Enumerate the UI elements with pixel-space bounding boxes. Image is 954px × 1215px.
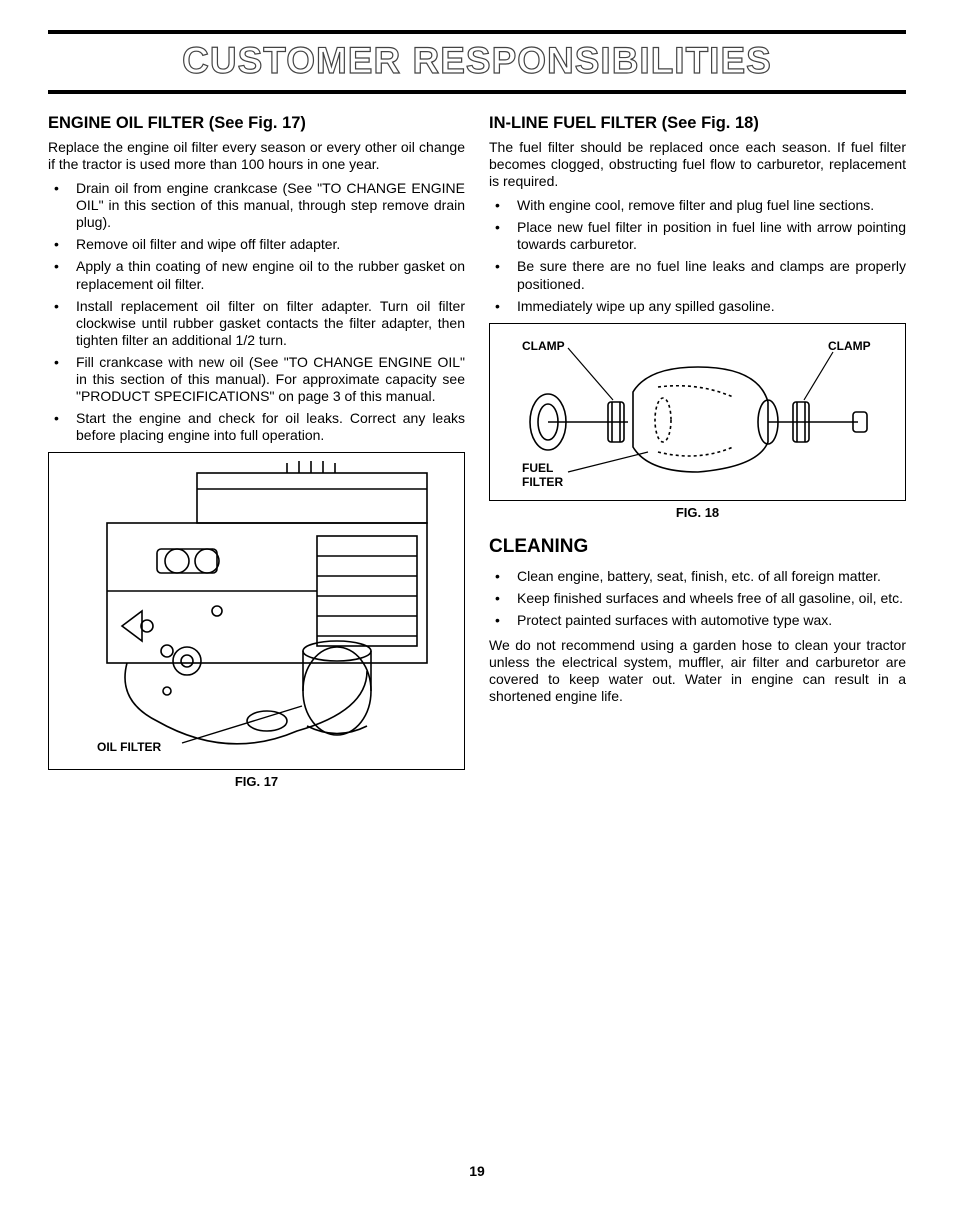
right-column: IN-LINE FUEL FILTER (See Fig. 18) The fu… <box>489 114 906 789</box>
list-item: Protect painted surfaces with automotive… <box>489 612 906 629</box>
list-item: Place new fuel filter in position in fue… <box>489 219 906 253</box>
title-border: CUSTOMER RESPONSIBILITIES <box>48 30 906 94</box>
page-title: CUSTOMER RESPONSIBILITIES <box>48 40 906 82</box>
list-item: Remove oil filter and wipe off filter ad… <box>48 236 465 253</box>
fig18-fuel-label: FUEL <box>522 461 553 475</box>
figure-18-svg: CLAMP CLAMP FUEL FILTER <box>508 332 888 492</box>
fuel-filter-bullets: With engine cool, remove filter and plug… <box>489 197 906 314</box>
figure-17-caption: FIG. 17 <box>48 774 465 789</box>
cleaning-bullets: Clean engine, battery, seat, finish, etc… <box>489 568 906 629</box>
oil-filter-intro: Replace the engine oil filter every seas… <box>48 139 465 173</box>
cleaning-heading: CLEANING <box>489 536 906 558</box>
oil-filter-bullets: Drain oil from engine crankcase (See "TO… <box>48 180 465 444</box>
list-item: Fill crankcase with new oil (See "TO CHA… <box>48 354 465 405</box>
list-item: Clean engine, battery, seat, finish, etc… <box>489 568 906 585</box>
figure-18-caption: FIG. 18 <box>489 505 906 520</box>
list-item: Apply a thin coating of new engine oil t… <box>48 258 465 292</box>
left-column: ENGINE OIL FILTER (See Fig. 17) Replace … <box>48 114 465 789</box>
list-item: With engine cool, remove filter and plug… <box>489 197 906 214</box>
list-item: Drain oil from engine crankcase (See "TO… <box>48 180 465 231</box>
list-item: Immediately wipe up any spilled gasoline… <box>489 298 906 315</box>
figure-17-box: OIL FILTER <box>48 452 465 770</box>
oil-filter-heading: ENGINE OIL FILTER (See Fig. 17) <box>48 114 465 133</box>
fig18-filter-label: FILTER <box>522 475 563 489</box>
list-item: Keep finished surfaces and wheels free o… <box>489 590 906 607</box>
cleaning-outro: We do not recommend using a garden hose … <box>489 637 906 705</box>
page-number: 19 <box>0 1163 954 1179</box>
fuel-filter-intro: The fuel filter should be replaced once … <box>489 139 906 190</box>
fig18-clamp-left-label: CLAMP <box>522 339 565 353</box>
fuel-filter-heading: IN-LINE FUEL FILTER (See Fig. 18) <box>489 114 906 133</box>
list-item: Be sure there are no fuel line leaks and… <box>489 258 906 292</box>
figure-17-svg: OIL FILTER <box>67 461 447 761</box>
columns: ENGINE OIL FILTER (See Fig. 17) Replace … <box>48 114 906 789</box>
figure-18-box: CLAMP CLAMP FUEL FILTER <box>489 323 906 501</box>
list-item: Start the engine and check for oil leaks… <box>48 410 465 444</box>
list-item: Install replacement oil filter on filter… <box>48 298 465 349</box>
fig18-clamp-right-label: CLAMP <box>828 339 871 353</box>
fig17-oil-filter-label: OIL FILTER <box>97 740 162 754</box>
